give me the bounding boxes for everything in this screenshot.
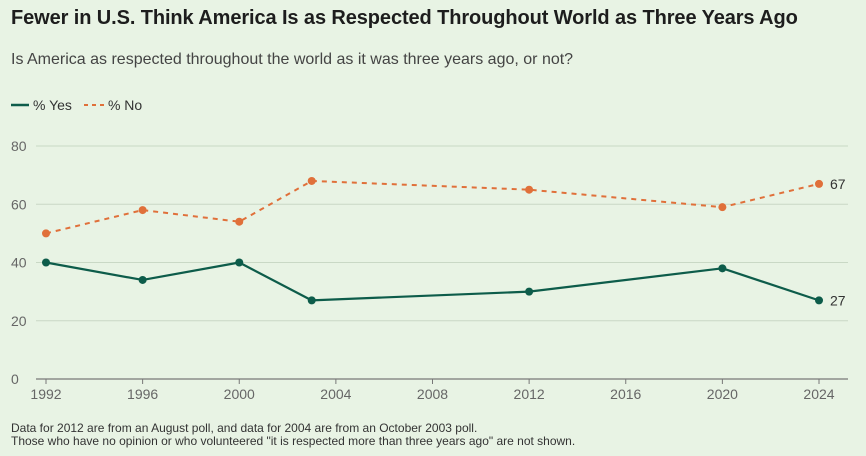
end-label-yes: 27 [830,292,846,308]
x-tick-label-2004: 2004 [320,386,351,402]
legend-item-yes: % Yes [11,97,72,113]
x-tick-label-2012: 2012 [514,386,545,402]
data-point-no-2000 [235,217,244,226]
data-point-no-2003 [307,176,316,185]
x-tick-label-2008: 2008 [417,386,448,402]
data-point-yes-1992 [42,258,50,267]
x-tick-label-2024: 2024 [803,386,834,402]
data-point-yes-2003 [307,296,316,305]
data-point-yes-1996 [138,275,147,284]
series-line-yes [45,261,820,302]
chart-title: Fewer in U.S. Think America Is as Respec… [11,7,798,29]
x-tick-label-1996: 1996 [127,386,158,402]
y-tick-label-40: 40 [11,255,27,271]
data-point-yes-2012 [525,287,534,296]
y-tick-label-20: 20 [11,313,27,329]
x-tick-label-2016: 2016 [610,386,641,402]
note-line-2: Those who have no opinion or who volunte… [11,434,576,448]
data-point-yes-2000 [235,258,244,267]
data-point-no-1992 [42,229,50,238]
data-point-yes-2020 [718,264,727,273]
series-line-no [45,179,820,235]
note-line-1: Data for 2012 are from an August poll, a… [11,421,478,435]
legend-label-no: % No [107,97,143,113]
y-tick-label-60: 60 [11,196,27,212]
legend-item-no: % No [83,97,143,113]
x-tick-label-2000: 2000 [224,386,255,402]
data-point-no-1996 [138,206,147,215]
data-point-no-2020 [718,203,727,212]
y-tick-label-80: 80 [11,138,27,154]
data-point-yes-2024 [815,296,823,305]
legend-swatch-yes [11,103,29,107]
data-point-no-2024 [815,179,823,188]
x-tick-label-1992: 1992 [30,386,61,402]
legend: % Yes % No [11,97,154,113]
data-point-no-2012 [525,185,534,194]
chart-subtitle: Is America as respected throughout the w… [11,51,574,68]
x-tick-label-2020: 2020 [707,386,738,402]
legend-swatch-no [83,104,104,106]
chart-notes: Data for 2012 are from an August poll, a… [11,422,575,448]
legend-label-yes: % Yes [33,97,72,113]
end-label-no: 67 [830,176,846,192]
y-tick-label-0: 0 [11,371,19,387]
